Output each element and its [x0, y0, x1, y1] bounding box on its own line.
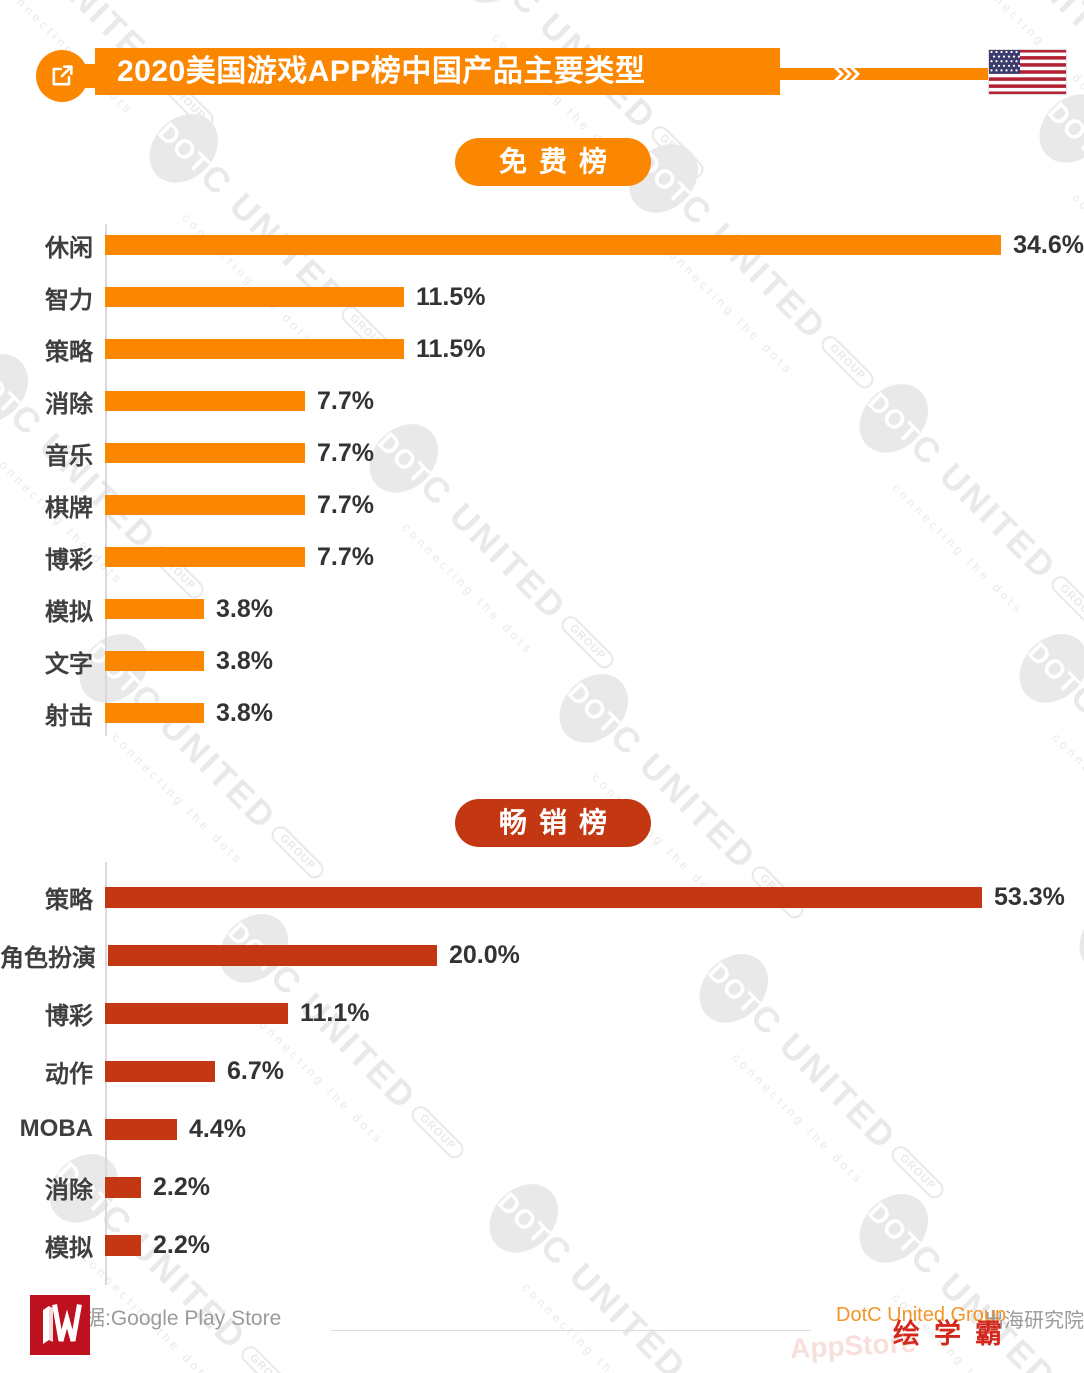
value-label: 34.6%	[1013, 230, 1084, 259]
bar-row: 策略 53.3%	[0, 868, 1084, 926]
dotc-watermark-text: C UNITED	[602, 716, 765, 879]
bar-row: 文字 3.8%	[0, 635, 1084, 687]
free-chart: 休闲 34.6% 智力 11.5% 策略 11.5% 消除 7.7% 音乐 7.7% 棋牌 7.7% 博…	[0, 219, 1084, 739]
category-label: 策略	[45, 886, 93, 914]
dotc-watermark-slogan: connecting the dots	[519, 1280, 657, 1373]
category-label: 策略	[45, 338, 93, 366]
huihuasuan-logo	[30, 1295, 90, 1355]
category-label: 文字	[45, 650, 93, 678]
bar-row: 消除 7.7%	[0, 375, 1084, 427]
category-label: 角色扮演	[0, 944, 96, 972]
bar	[105, 1176, 141, 1198]
value-label: 3.8%	[216, 698, 273, 727]
external-link-icon	[52, 65, 73, 86]
bar	[105, 703, 204, 723]
grossing-chart-badge: 畅销榜	[455, 799, 651, 847]
bar-row: 模拟 2.2%	[0, 1216, 1084, 1274]
chevrons-right-icon	[831, 63, 861, 85]
category-label: 动作	[45, 1060, 93, 1088]
value-label: 7.7%	[317, 386, 374, 415]
bar	[105, 547, 305, 567]
value-label: 3.8%	[216, 646, 273, 675]
value-label: 7.7%	[317, 438, 374, 467]
value-label: 20.0%	[449, 940, 520, 969]
bar	[105, 1234, 141, 1256]
bar	[105, 339, 404, 359]
value-label: 6.7%	[227, 1056, 284, 1085]
value-label: 11.5%	[416, 334, 486, 363]
bar	[105, 1060, 215, 1082]
category-label: 射击	[45, 702, 93, 730]
bar-row: 休闲 34.6%	[0, 219, 1084, 271]
category-label: 模拟	[45, 598, 93, 626]
bar-row: 消除 2.2%	[0, 1158, 1084, 1216]
bar	[105, 495, 305, 515]
category-label: 智力	[45, 286, 93, 314]
brand-research-institute: 出海研究院	[984, 1310, 1084, 1332]
category-label: 休闲	[45, 234, 93, 262]
footer-divider	[331, 1330, 811, 1331]
value-label: 4.4%	[189, 1114, 246, 1143]
brand-dotc-united-group: DotC United Group	[836, 1304, 1007, 1326]
page-title: 2020美国游戏APP榜中国产品主要类型	[95, 48, 780, 95]
bar-row: 博彩 7.7%	[0, 531, 1084, 583]
bar-row: 角色扮演 20.0%	[0, 926, 1084, 984]
bar	[108, 944, 437, 966]
bar	[105, 287, 404, 307]
bar-row: 动作 6.7%	[0, 1042, 1084, 1100]
category-label: 棋牌	[45, 494, 93, 522]
dotc-watermark-group: GROUP	[648, 122, 708, 182]
dotc-watermark-circle: DOT	[135, 100, 232, 197]
category-label: 消除	[45, 1176, 93, 1204]
bar	[105, 391, 305, 411]
data-source-text: 据:Google Play Store	[84, 1307, 282, 1330]
value-label: 3.8%	[216, 594, 273, 623]
value-label: 7.7%	[317, 542, 374, 571]
bar	[105, 599, 204, 619]
category-label: 博彩	[45, 546, 93, 574]
category-label: 音乐	[45, 442, 93, 470]
free-chart-badge: 免费榜	[455, 138, 651, 186]
category-label: MOBA	[19, 1115, 93, 1142]
bar-row: MOBA 4.4%	[0, 1100, 1084, 1158]
bar-row: 棋牌 7.7%	[0, 479, 1084, 531]
bar	[105, 1002, 288, 1024]
value-label: 2.2%	[153, 1172, 210, 1201]
bar-row: 模拟 3.8%	[0, 583, 1084, 635]
category-label: 模拟	[45, 1234, 93, 1262]
value-label: 53.3%	[994, 882, 1065, 911]
bar-row: 博彩 11.1%	[0, 984, 1084, 1042]
bar	[105, 651, 204, 671]
dotc-watermark-group: GROUP	[238, 1342, 298, 1373]
grossing-chart: 策略 53.3% 角色扮演 20.0% 博彩 11.1% 动作 6.7% MOBA 4.4% 消除 2…	[0, 868, 1084, 1274]
page-title-text: 2020美国游戏APP榜中国产品主要类型	[117, 55, 646, 88]
us-flag-icon	[988, 49, 1067, 95]
category-label: 博彩	[45, 1002, 93, 1030]
value-label: 11.5%	[416, 282, 486, 311]
category-label: 消除	[45, 390, 93, 418]
value-label: 7.7%	[317, 490, 374, 519]
bar-row: 策略 11.5%	[0, 323, 1084, 375]
bar	[105, 443, 305, 463]
dotc-watermark-circle: DOT	[445, 0, 542, 17]
value-label: 11.1%	[300, 998, 370, 1027]
huixueba-watermark: 绘学霸	[893, 1319, 1016, 1349]
bar-row: 智力 11.5%	[0, 271, 1084, 323]
bar	[105, 886, 982, 908]
header-line	[778, 68, 990, 80]
value-label: 2.2%	[153, 1230, 210, 1259]
free-chart-axis	[105, 224, 107, 736]
external-link-badge	[36, 50, 88, 102]
bar	[105, 1118, 177, 1140]
bar-row: 射击 3.8%	[0, 687, 1084, 739]
appstore-watermark: AppStore	[789, 1326, 917, 1365]
bar	[105, 235, 1002, 255]
bar-row: 音乐 7.7%	[0, 427, 1084, 479]
